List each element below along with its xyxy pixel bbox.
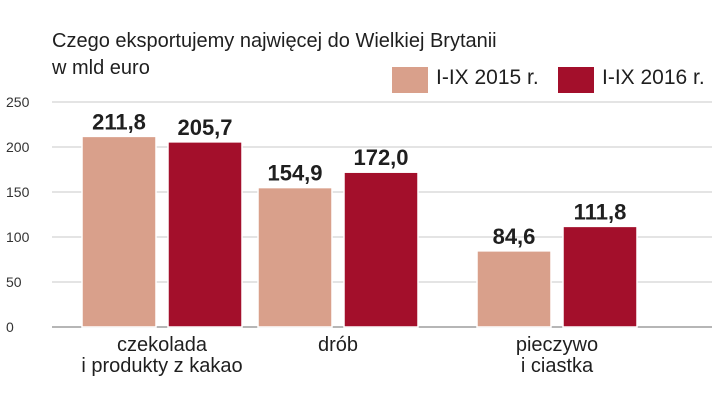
value-label-2015-1: 154,9 <box>267 161 322 186</box>
y-tick-label-100: 100 <box>6 229 30 245</box>
bar-2015-0 <box>81 135 157 328</box>
category-label-1-0: drób <box>318 334 358 356</box>
bar-2015-2 <box>476 250 552 328</box>
y-tick-label-150: 150 <box>6 184 30 200</box>
category-label-0-0: czekolada <box>117 334 208 356</box>
legend-swatch-2015 <box>392 67 428 93</box>
legend-label-2015: I-IX 2015 r. <box>436 66 539 89</box>
category-label-0-1: i produkty z kakao <box>81 355 242 377</box>
value-label-2016-1: 172,0 <box>353 145 408 170</box>
category-label-2-1: i ciastka <box>521 355 594 377</box>
legend-swatch-2016 <box>558 67 594 93</box>
value-label-2015-2: 84,6 <box>493 224 536 249</box>
y-tick-label-0: 0 <box>6 319 14 335</box>
bar-2016-2 <box>562 225 638 328</box>
value-label-2015-0: 211,8 <box>92 109 146 134</box>
bar-2015-1 <box>257 186 333 328</box>
y-tick-label-250: 250 <box>6 94 30 110</box>
value-label-2016-0: 205,7 <box>177 115 232 140</box>
y-tick-label-200: 200 <box>6 139 30 155</box>
chart-subtitle: w mld euro <box>52 57 150 79</box>
category-label-2-0: pieczywo <box>516 334 598 356</box>
y-tick-label-50: 50 <box>6 274 22 290</box>
chart-title: Czego eksportujemy najwięcej do Wielkiej… <box>52 30 497 52</box>
legend-label-2016: I-IX 2016 r. <box>602 66 705 89</box>
bar-2016-0 <box>167 141 243 328</box>
value-label-2016-2: 111,8 <box>574 199 627 224</box>
bar-2016-1 <box>343 171 419 328</box>
